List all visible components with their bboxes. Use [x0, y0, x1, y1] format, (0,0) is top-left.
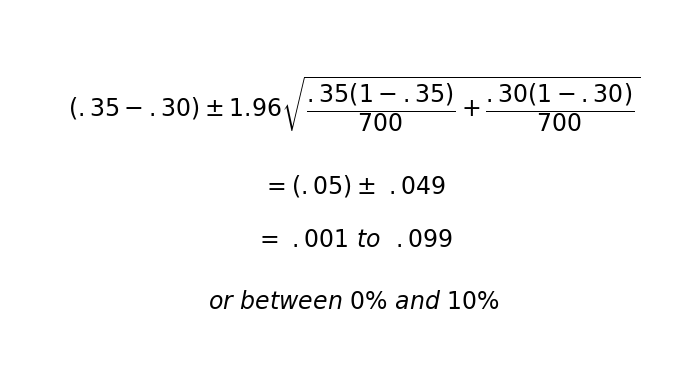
- Text: $= (.05) \pm \ .049$: $= (.05) \pm \ .049$: [262, 173, 446, 199]
- Text: $\mathit{or\ between}\ 0\%\ \mathit{and}\ 10\%$: $\mathit{or\ between}\ 0\%\ \mathit{and}…: [208, 290, 500, 314]
- Text: $= \ .001 \ \mathit{to} \ \ .099$: $= \ .001 \ \mathit{to} \ \ .099$: [255, 228, 453, 252]
- Text: $(.35-.30) \pm 1.96\sqrt{\dfrac{.35(1-.35)}{700}+\dfrac{.30(1-.30)}{700}}$: $(.35-.30) \pm 1.96\sqrt{\dfrac{.35(1-.3…: [68, 74, 640, 135]
